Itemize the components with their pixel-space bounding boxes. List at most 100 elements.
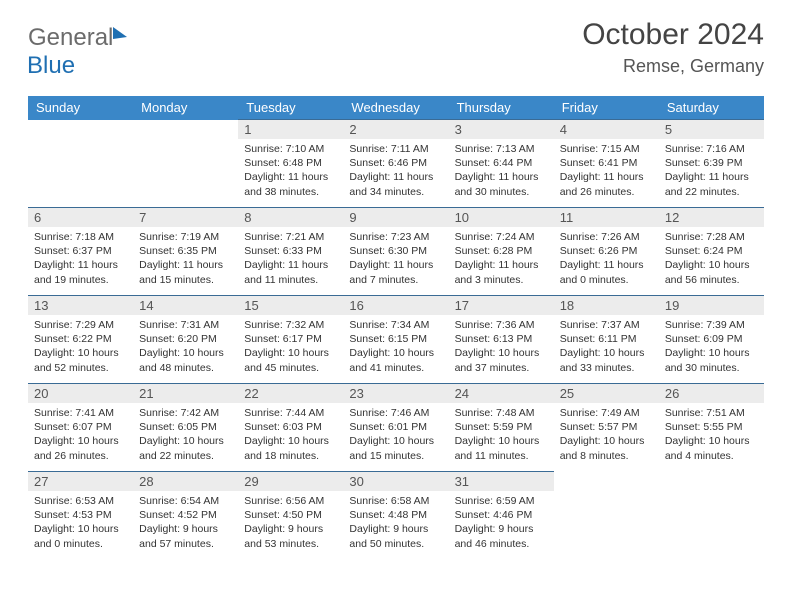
calendar-week-row: 13 Sunrise: 7:29 AMSunset: 6:22 PMDayligh… (28, 296, 764, 384)
calendar-day-cell: 1 Sunrise: 7:10 AMSunset: 6:48 PMDaylight… (238, 120, 343, 208)
calendar-week-row: 20 Sunrise: 7:41 AMSunset: 6:07 PMDayligh… (28, 384, 764, 472)
calendar-day-cell: 12Sunrise: 7:28 AMSunset: 6:24 PMDayligh… (659, 208, 764, 296)
weekday-header-row: SundayMondayTuesdayWednesdayThursdayFrid… (28, 96, 764, 120)
brand-part2: Blue (27, 52, 75, 79)
day-number: 21 (133, 384, 238, 403)
weekday-header: Saturday (659, 96, 764, 120)
day-info: Sunrise: 7:39 AMSunset: 6:09 PMDaylight:… (665, 318, 758, 375)
weekday-header: Wednesday (343, 96, 448, 120)
day-info: Sunrise: 7:34 AMSunset: 6:15 PMDaylight:… (349, 318, 442, 375)
day-number: 24 (449, 384, 554, 403)
calendar-day-cell: 23 Sunrise: 7:46 AMSunset: 6:01 PMDayligh… (343, 384, 448, 472)
calendar-day-cell: 31Sunrise: 6:59 AMSunset: 4:46 PMDayligh… (449, 472, 554, 560)
calendar-day-cell: 17 Sunrise: 7:36 AMSunset: 6:13 PMDayligh… (449, 296, 554, 384)
day-info: Sunrise: 6:53 AMSunset: 4:53 PMDaylight:… (34, 494, 127, 551)
calendar-table: SundayMondayTuesdayWednesdayThursdayFrid… (28, 96, 764, 560)
day-number: 16 (343, 296, 448, 315)
day-info: Sunrise: 7:15 AMSunset: 6:41 PMDaylight:… (560, 142, 653, 199)
day-info: Sunrise: 7:26 AMSunset: 6:26 PMDaylight:… (560, 230, 653, 287)
calendar-day-cell: 9 Sunrise: 7:23 AMSunset: 6:30 PMDaylight… (343, 208, 448, 296)
day-number: 3 (449, 120, 554, 139)
day-number: 13 (28, 296, 133, 315)
day-number: 31 (449, 472, 554, 491)
calendar-day-cell (659, 472, 764, 560)
weekday-header: Tuesday (238, 96, 343, 120)
day-info: Sunrise: 6:58 AMSunset: 4:48 PMDaylight:… (349, 494, 442, 551)
day-number: 6 (28, 208, 133, 227)
page-title: October 2024 (582, 18, 764, 52)
day-number: 19 (659, 296, 764, 315)
day-number: 27 (28, 472, 133, 491)
calendar-day-cell: 25Sunrise: 7:49 AMSunset: 5:57 PMDayligh… (554, 384, 659, 472)
weekday-header: Monday (133, 96, 238, 120)
brand-logo: General Blue (28, 24, 113, 80)
calendar-day-cell: 20 Sunrise: 7:41 AMSunset: 6:07 PMDayligh… (28, 384, 133, 472)
calendar-day-cell: 15 Sunrise: 7:32 AMSunset: 6:17 PMDayligh… (238, 296, 343, 384)
calendar-day-cell: 5Sunrise: 7:16 AMSunset: 6:39 PMDaylight… (659, 120, 764, 208)
day-number: 17 (449, 296, 554, 315)
calendar-day-cell: 16 Sunrise: 7:34 AMSunset: 6:15 PMDayligh… (343, 296, 448, 384)
day-info: Sunrise: 7:19 AMSunset: 6:35 PMDaylight:… (139, 230, 232, 287)
calendar-day-cell: 22 Sunrise: 7:44 AMSunset: 6:03 PMDayligh… (238, 384, 343, 472)
day-number: 29 (238, 472, 343, 491)
day-number: 2 (343, 120, 448, 139)
calendar-day-cell: 6 Sunrise: 7:18 AMSunset: 6:37 PMDaylight… (28, 208, 133, 296)
day-number: 28 (133, 472, 238, 491)
day-number: 30 (343, 472, 448, 491)
day-info: Sunrise: 7:29 AMSunset: 6:22 PMDaylight:… (34, 318, 127, 375)
day-number: 9 (343, 208, 448, 227)
calendar-day-cell: 4 Sunrise: 7:15 AMSunset: 6:41 PMDaylight… (554, 120, 659, 208)
day-info: Sunrise: 7:24 AMSunset: 6:28 PMDaylight:… (455, 230, 548, 287)
calendar-day-cell: 29 Sunrise: 6:56 AMSunset: 4:50 PMDayligh… (238, 472, 343, 560)
calendar-day-cell: 10Sunrise: 7:24 AMSunset: 6:28 PMDayligh… (449, 208, 554, 296)
day-number: 1 (238, 120, 343, 139)
weekday-header: Thursday (449, 96, 554, 120)
calendar-day-cell (28, 120, 133, 208)
day-number: 4 (554, 120, 659, 139)
day-info: Sunrise: 7:48 AMSunset: 5:59 PMDaylight:… (455, 406, 548, 463)
calendar-day-cell: 24 Sunrise: 7:48 AMSunset: 5:59 PMDayligh… (449, 384, 554, 472)
brand-part1: General (28, 24, 113, 51)
day-number: 26 (659, 384, 764, 403)
day-info: Sunrise: 6:56 AMSunset: 4:50 PMDaylight:… (244, 494, 337, 551)
day-info: Sunrise: 7:31 AMSunset: 6:20 PMDaylight:… (139, 318, 232, 375)
day-number: 18 (554, 296, 659, 315)
location-subtitle: Remse, Germany (582, 56, 764, 77)
day-info: Sunrise: 7:46 AMSunset: 6:01 PMDaylight:… (349, 406, 442, 463)
day-info: Sunrise: 7:23 AMSunset: 6:30 PMDaylight:… (349, 230, 442, 287)
calendar-day-cell: 18 Sunrise: 7:37 AMSunset: 6:11 PMDayligh… (554, 296, 659, 384)
day-number: 11 (554, 208, 659, 227)
calendar-day-cell: 14 Sunrise: 7:31 AMSunset: 6:20 PMDayligh… (133, 296, 238, 384)
calendar-week-row: 6 Sunrise: 7:18 AMSunset: 6:37 PMDaylight… (28, 208, 764, 296)
day-info: Sunrise: 7:13 AMSunset: 6:44 PMDaylight:… (455, 142, 548, 199)
calendar-day-cell (554, 472, 659, 560)
day-info: Sunrise: 7:10 AMSunset: 6:48 PMDaylight:… (244, 142, 337, 199)
day-number: 15 (238, 296, 343, 315)
calendar-day-cell: 21 Sunrise: 7:42 AMSunset: 6:05 PMDayligh… (133, 384, 238, 472)
day-info: Sunrise: 7:49 AMSunset: 5:57 PMDaylight:… (560, 406, 653, 463)
day-info: Sunrise: 7:42 AMSunset: 6:05 PMDaylight:… (139, 406, 232, 463)
header: General Blue October 2024 Remse, Germany (28, 18, 764, 80)
calendar-week-row: 27 Sunrise: 6:53 AMSunset: 4:53 PMDayligh… (28, 472, 764, 560)
day-info: Sunrise: 7:28 AMSunset: 6:24 PMDaylight:… (665, 230, 758, 287)
day-number: 20 (28, 384, 133, 403)
calendar-day-cell: 7Sunrise: 7:19 AMSunset: 6:35 PMDaylight… (133, 208, 238, 296)
day-info: Sunrise: 7:51 AMSunset: 5:55 PMDaylight:… (665, 406, 758, 463)
day-info: Sunrise: 7:37 AMSunset: 6:11 PMDaylight:… (560, 318, 653, 375)
day-info: Sunrise: 7:36 AMSunset: 6:13 PMDaylight:… (455, 318, 548, 375)
weekday-header: Sunday (28, 96, 133, 120)
calendar-day-cell: 11 Sunrise: 7:26 AMSunset: 6:26 PMDayligh… (554, 208, 659, 296)
day-info: Sunrise: 7:32 AMSunset: 6:17 PMDaylight:… (244, 318, 337, 375)
calendar-day-cell: 3 Sunrise: 7:13 AMSunset: 6:44 PMDaylight… (449, 120, 554, 208)
day-info: Sunrise: 7:41 AMSunset: 6:07 PMDaylight:… (34, 406, 127, 463)
day-number: 23 (343, 384, 448, 403)
calendar-day-cell: 8Sunrise: 7:21 AMSunset: 6:33 PMDaylight… (238, 208, 343, 296)
calendar-day-cell: 27 Sunrise: 6:53 AMSunset: 4:53 PMDayligh… (28, 472, 133, 560)
day-info: Sunrise: 7:44 AMSunset: 6:03 PMDaylight:… (244, 406, 337, 463)
day-info: Sunrise: 7:18 AMSunset: 6:37 PMDaylight:… (34, 230, 127, 287)
calendar-day-cell: 26 Sunrise: 7:51 AMSunset: 5:55 PMDayligh… (659, 384, 764, 472)
day-number: 22 (238, 384, 343, 403)
calendar-day-cell: 28Sunrise: 6:54 AMSunset: 4:52 PMDayligh… (133, 472, 238, 560)
triangle-icon (113, 25, 127, 39)
day-number: 14 (133, 296, 238, 315)
